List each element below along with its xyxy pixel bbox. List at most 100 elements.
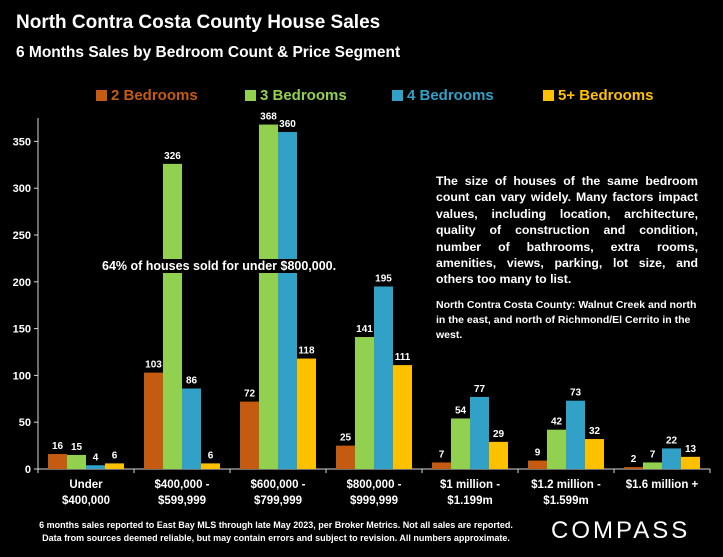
bar [566,400,585,469]
x-tick-label: $400,000 [62,495,110,507]
region-note: North Contra Costa County: Walnut Creek … [436,299,697,341]
x-tick-label: $800,000 - [347,479,402,491]
legend-swatch-2-bedrooms [96,90,107,101]
bar [182,388,201,469]
bar-value-label: 360 [279,119,296,130]
bar-value-label: 25 [340,433,352,444]
bar [547,429,566,469]
bar-value-label: 22 [666,435,678,446]
y-tick-label: 100 [13,370,31,382]
bar [201,463,220,469]
bar-value-label: 4 [93,452,99,463]
bar [67,454,86,469]
bar-value-label: 29 [493,429,505,440]
bar-value-label: 77 [474,384,486,395]
callout-text: 64% of houses sold for under $800,000. [100,259,339,273]
bar-value-label: 16 [52,441,64,452]
bar-value-label: 32 [589,426,601,437]
legend-swatch-5-bedrooms [543,90,554,101]
legend-item-5-bedrooms: 5+ Bedrooms [543,87,653,104]
x-tick-label: $1.6 million + [626,479,699,491]
bar [432,462,451,469]
legend-label-2-bedrooms: 2 Bedrooms [111,87,198,104]
x-tick-label: $799,999 [254,495,302,507]
bar [489,441,508,469]
bar-value-label: 2 [631,454,637,465]
bar [48,454,67,469]
bar [144,372,163,469]
y-tick-label: 300 [13,183,31,195]
x-tick-label: Under [69,479,103,491]
x-tick-label: $400,000 - [155,479,210,491]
bar-value-label: 326 [164,151,181,162]
bar [278,132,297,470]
bar [528,460,547,469]
bar-value-label: 42 [551,417,563,428]
bar [624,467,643,469]
chart-title: North Contra Costa County House Sales [16,12,381,33]
legend-item-2-bedrooms: 2 Bedrooms [96,87,198,104]
bar-value-label: 7 [439,449,445,460]
x-tick-label: $1.599m [543,495,588,507]
bar-value-label: 9 [535,448,541,459]
bar [355,337,374,469]
bar-value-label: 6 [112,450,118,461]
footnote-line-2: Data from sources deemed reliable, but m… [42,533,510,543]
brand-logo: COMPASS [551,517,691,544]
bar-value-label: 118 [298,346,315,357]
bar-value-label: 368 [260,112,277,123]
bar [585,439,604,469]
bar [240,401,259,469]
y-tick-label: 50 [19,417,31,429]
bar [259,124,278,469]
y-tick-label: 200 [13,277,31,289]
footnote-line-1: 6 months sales reported to East Bay MLS … [39,520,513,530]
bar [86,465,105,469]
bar [393,365,412,469]
bar [163,163,182,469]
bar-value-label: 195 [375,273,392,284]
chart-subtitle: 6 Months Sales by Bedroom Count & Price … [16,44,401,61]
legend-swatch-4-bedrooms [392,90,403,101]
legend-label-5-bedrooms: 5+ Bedrooms [558,87,654,104]
bar-value-label: 111 [395,352,411,363]
x-tick-label: $600,000 - [251,479,306,491]
x-tick-label: $1 million - [440,479,500,491]
bar-value-label: 86 [186,376,198,387]
y-tick-label: 0 [25,464,31,476]
bar [681,456,700,469]
legend-swatch-3-bedrooms [245,90,256,101]
size-note: The size of houses of the same bedroom c… [436,174,698,287]
bar [374,286,393,469]
legend: 2 Bedrooms 3 Bedrooms 4 Bedrooms 5+ Bedr… [0,87,723,107]
bar-value-label: 13 [685,444,697,455]
bar [336,445,355,469]
y-tick-label: 150 [13,324,31,336]
bar [297,358,316,469]
bar [451,418,470,469]
bar-value-label: 7 [650,449,656,460]
bar-value-label: 72 [244,389,256,400]
footnote: 6 months sales reported to East Bay MLS … [16,519,536,545]
bar-value-label: 6 [208,450,214,461]
bar [470,396,489,469]
legend-label-4-bedrooms: 4 Bedrooms [407,87,494,104]
legend-item-3-bedrooms: 3 Bedrooms [245,87,347,104]
x-tick-label: $999,999 [350,495,398,507]
x-tick-label: $1.2 million - [531,479,601,491]
legend-label-3-bedrooms: 3 Bedrooms [260,87,347,104]
bar-value-label: 103 [145,360,162,371]
y-tick-label: 350 [13,136,31,148]
bar-value-label: 15 [71,442,83,453]
x-tick-label: $599,999 [158,495,206,507]
bar [105,463,124,469]
bar [643,462,662,469]
bar-value-label: 73 [570,388,582,399]
bar-value-label: 54 [455,405,467,416]
bar [662,448,681,469]
legend-item-4-bedrooms: 4 Bedrooms [392,87,494,104]
x-tick-label: $1.199m [447,495,492,507]
bar-value-label: 141 [356,324,373,335]
y-tick-label: 250 [13,230,31,242]
